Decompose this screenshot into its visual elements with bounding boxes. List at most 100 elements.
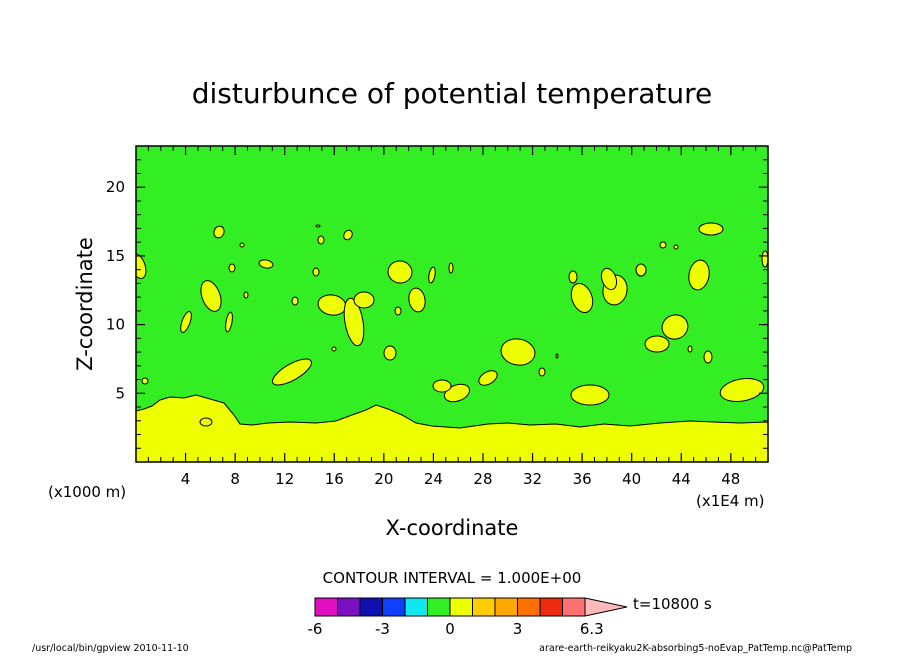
colorbar-segment: [359, 597, 383, 617]
contour-cell: [570, 384, 610, 406]
contour-cell: [136, 253, 147, 279]
x-tick-label: 16: [325, 470, 344, 488]
contour-cell: [478, 370, 498, 386]
footer-right: arare-earth-reikyaku2K-absorbing5-noEvap…: [539, 643, 852, 654]
contour-cell: [538, 367, 546, 377]
colorbar-segment: [404, 597, 428, 617]
colorbar-segment: [337, 597, 361, 617]
contour-cell: [555, 353, 559, 359]
colorbar-segment: [382, 597, 406, 617]
x-axis-unit-left: (x1000 m): [48, 483, 126, 501]
contour-cell: [213, 225, 225, 239]
contour-cell: [225, 311, 233, 333]
colorbar-extension-triangle: [584, 597, 628, 617]
y-tick-label: 10: [106, 316, 125, 334]
contour-cell: [428, 266, 436, 284]
colorbar-tick-label: 3: [513, 620, 523, 638]
contour-cell: [291, 296, 299, 306]
contour-cell: [331, 346, 337, 352]
contour-cell: [719, 378, 765, 402]
x-axis-label: X-coordinate: [386, 516, 519, 540]
contour-interval-label: CONTOUR INTERVAL = 1.000E+00: [323, 569, 582, 587]
contour-cell: [343, 229, 353, 241]
contour-cell: [659, 241, 667, 249]
contour-cell: [199, 417, 213, 427]
chart-title: disturbunce of potential temperature: [192, 77, 713, 110]
contour-cell: [228, 263, 236, 273]
x-tick-label: 28: [473, 470, 492, 488]
colorbar-segment: [314, 597, 338, 617]
colorbar-segment: [449, 597, 473, 617]
x-axis: 4 8 12 16 20 24 28 32 36 40 44 48: [147, 146, 757, 488]
colorbar-segment: [539, 597, 563, 617]
contour-cell: [180, 311, 192, 333]
contour-cell: [243, 291, 249, 299]
x-tick-label: 44: [672, 470, 691, 488]
contour-cell: [698, 222, 724, 236]
y-axis-label: Z-coordinate: [73, 237, 97, 371]
colorbar-segment: [472, 597, 496, 617]
time-label: t=10800 s: [633, 595, 712, 613]
contour-cell: [673, 244, 679, 250]
x-tick-label: 36: [573, 470, 592, 488]
x-tick-label: 12: [275, 470, 294, 488]
contour-cell: [258, 259, 274, 269]
contour-cell: [635, 263, 647, 277]
contour-cell: [688, 259, 710, 291]
contour-cell: [761, 250, 768, 268]
contour-cell: [394, 306, 402, 316]
contour-cell: [703, 350, 713, 364]
contour-cell: [387, 260, 413, 284]
contour-cell: [568, 270, 578, 284]
contour-cell: [315, 224, 321, 228]
plot-frame: [135, 145, 769, 463]
y-axis: 5 10 15 20: [106, 159, 768, 449]
contour-region-near-surface: [136, 394, 768, 462]
contour-cell: [570, 282, 594, 314]
plot-background: [136, 146, 768, 462]
x-tick-label: 4: [181, 470, 191, 488]
x-tick-label: 24: [424, 470, 443, 488]
contour-cell: [317, 235, 325, 245]
contour-cell: [500, 338, 536, 366]
colorbar-segment: [562, 597, 586, 617]
x-axis-unit-right: (x1E4 m): [696, 492, 765, 510]
contour-cell: [432, 379, 452, 393]
contour-cell: [343, 297, 365, 347]
contour-cell: [353, 291, 375, 309]
x-tick-label: 32: [523, 470, 542, 488]
colorbar-segment: [494, 597, 518, 617]
colorbar-tick-label: 0: [445, 620, 455, 638]
contour-cell: [200, 280, 222, 312]
y-tick-label: 5: [115, 384, 125, 402]
y-tick-label: 15: [106, 247, 125, 265]
x-tick-label: 40: [622, 470, 641, 488]
contour-cell: [141, 377, 149, 385]
footer-left: /usr/local/bin/gpview 2010-11-10: [32, 643, 189, 654]
x-tick-label: 8: [230, 470, 240, 488]
contour-cell: [312, 267, 320, 277]
colorbar-ticks: -6 -3 0 3 6.3: [308, 620, 604, 638]
contour-cell: [443, 383, 471, 403]
contour-cell: [408, 287, 426, 313]
contour-cell: [687, 345, 693, 353]
x-tick-label: 20: [374, 470, 393, 488]
x-tick-label: 48: [721, 470, 740, 488]
contour-cell: [272, 358, 312, 386]
colorbar-tick-label: 6.3: [580, 620, 604, 638]
contour-cell: [448, 262, 454, 274]
contour-cell: [661, 314, 689, 340]
colorbar-segment: [427, 597, 451, 617]
y-tick-label: 20: [106, 178, 125, 196]
colorbar-tick-label: -3: [375, 620, 390, 638]
colorbar-tick-label: -6: [308, 620, 323, 638]
colorbar-segment: [517, 597, 541, 617]
contour-cell: [600, 267, 618, 291]
contour-fills: [136, 222, 768, 462]
colorbar: [314, 597, 628, 617]
contour-cell: [383, 345, 397, 361]
contour-cell: [644, 335, 670, 353]
contour-cell: [239, 242, 245, 248]
